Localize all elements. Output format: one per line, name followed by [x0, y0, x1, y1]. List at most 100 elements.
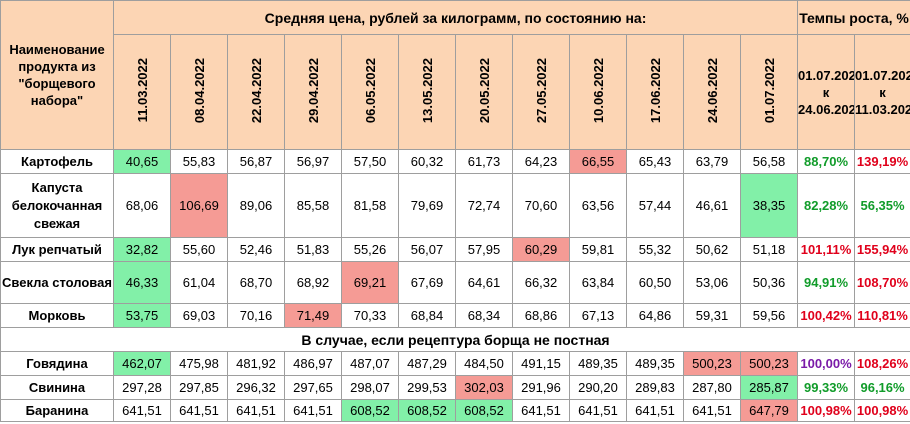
price-cell: 53,75	[113, 303, 171, 328]
price-cell: 68,06	[113, 173, 171, 238]
price-cell: 69,21	[341, 261, 399, 304]
vegetable-rows: Картофель 40,65 55,83 56,87 56,97 57,50 60,32 6…	[0, 149, 910, 328]
price-cell: 79,69	[398, 173, 456, 238]
table-row: Свинина 297,28 297,85 296,32 297,65 298,07 299…	[0, 375, 910, 400]
price-cell: 487,29	[398, 351, 456, 376]
price-cell: 608,52	[455, 399, 513, 422]
date-header: 22.04.2022	[227, 34, 285, 150]
growth-rate-cell: 100,98%	[854, 399, 910, 422]
growth-period-header: 01.07.2022 к 11.03.2022	[854, 34, 910, 150]
date-header: 01.07.2022	[739, 34, 799, 150]
product-name: Свекла столовая	[0, 261, 114, 304]
table-row: Морковь 53,75 69,03 70,16 71,49 70,33 68,84 68,…	[0, 303, 910, 328]
section-divider: В случае, если рецептура борща не постна…	[0, 327, 910, 352]
price-cell: 51,18	[739, 237, 799, 262]
price-cell: 489,35	[626, 351, 684, 376]
price-cell: 55,26	[341, 237, 399, 262]
price-cell: 59,31	[683, 303, 741, 328]
price-cell: 70,16	[227, 303, 285, 328]
price-cell: 60,32	[398, 149, 456, 174]
growth-rate-cell: 100,42%	[797, 303, 856, 328]
growth-rate-cell: 110,81%	[854, 303, 910, 328]
price-cell: 60,29	[512, 237, 570, 262]
price-cell: 55,32	[626, 237, 684, 262]
price-cell: 55,60	[170, 237, 228, 262]
price-cell: 46,33	[113, 261, 171, 304]
price-cell: 297,65	[284, 375, 342, 400]
price-cell: 289,83	[626, 375, 684, 400]
price-cell: 290,20	[569, 375, 627, 400]
price-cell: 40,65	[113, 149, 171, 174]
price-cell: 487,07	[341, 351, 399, 376]
growth-rate-cell: 82,28%	[797, 173, 856, 238]
price-cell: 489,35	[569, 351, 627, 376]
price-cell: 462,07	[113, 351, 171, 376]
price-cell: 61,04	[170, 261, 228, 304]
price-cell: 296,32	[227, 375, 285, 400]
price-cell: 50,62	[683, 237, 741, 262]
price-cell: 500,23	[739, 351, 799, 376]
date-header: 17.06.2022	[626, 34, 684, 150]
price-cell: 641,51	[113, 399, 171, 422]
price-cell: 89,06	[227, 173, 285, 238]
price-cell: 55,83	[170, 149, 228, 174]
price-cell: 63,84	[569, 261, 627, 304]
date-header: 11.03.2022	[113, 34, 171, 150]
price-cell: 68,34	[455, 303, 513, 328]
price-cell: 57,95	[455, 237, 513, 262]
price-cell: 608,52	[341, 399, 399, 422]
meat-rows: Говядина 462,07 475,98 481,92 486,97 487,07 48…	[0, 351, 910, 422]
table-row: Баранина 641,51 641,51 641,51 641,51 608,52 60…	[0, 399, 910, 422]
product-name: Говядина	[0, 351, 114, 376]
price-cell: 641,51	[569, 399, 627, 422]
date-header: 10.06.2022	[569, 34, 627, 150]
growth-rate-cell: 94,91%	[797, 261, 856, 304]
price-cell: 608,52	[398, 399, 456, 422]
price-cell: 59,56	[739, 303, 799, 328]
price-cell: 64,23	[512, 149, 570, 174]
price-cell: 64,61	[455, 261, 513, 304]
product-name: Капуста белокочанная свежая	[0, 173, 114, 238]
price-cell: 52,46	[227, 237, 285, 262]
product-name: Баранина	[0, 399, 114, 422]
table-row: Капуста белокочанная свежая 68,06 106,69 89…	[0, 173, 910, 238]
growth-period-header: 01.07.2022 к 24.06.2022	[797, 34, 856, 150]
price-cell: 68,70	[227, 261, 285, 304]
price-cell: 32,82	[113, 237, 171, 262]
price-cell: 65,43	[626, 149, 684, 174]
product-name: Лук репчатый	[0, 237, 114, 262]
price-cell: 66,32	[512, 261, 570, 304]
table-row: Лук репчатый 32,82 55,60 52,46 51,83 55,26 56,…	[0, 237, 910, 262]
date-header: 29.04.2022	[284, 34, 342, 150]
price-cell: 60,50	[626, 261, 684, 304]
price-cell: 641,51	[512, 399, 570, 422]
price-cell: 67,69	[398, 261, 456, 304]
price-cell: 302,03	[455, 375, 513, 400]
price-cell: 53,06	[683, 261, 741, 304]
price-cell: 299,53	[398, 375, 456, 400]
date-header: 13.05.2022	[398, 34, 456, 150]
price-cell: 641,51	[227, 399, 285, 422]
date-header: 08.04.2022	[170, 34, 228, 150]
price-cell: 481,92	[227, 351, 285, 376]
price-cell: 57,50	[341, 149, 399, 174]
table-row: Свекла столовая 46,33 61,04 68,70 68,92 69,21…	[0, 261, 910, 304]
product-name-header: Наименование продукта из "борщевого набо…	[0, 0, 114, 150]
date-header: 27.05.2022	[512, 34, 570, 150]
date-header: 06.05.2022	[341, 34, 399, 150]
price-cell: 486,97	[284, 351, 342, 376]
price-cell: 56,07	[398, 237, 456, 262]
price-cell: 285,87	[739, 375, 799, 400]
price-cell: 475,98	[170, 351, 228, 376]
price-cell: 500,23	[683, 351, 741, 376]
growth-rate-cell: 100,00%	[797, 351, 856, 376]
price-cell: 287,80	[683, 375, 741, 400]
price-cell: 63,56	[569, 173, 627, 238]
price-cell: 71,49	[284, 303, 342, 328]
price-cell: 46,61	[683, 173, 741, 238]
price-cell: 70,60	[512, 173, 570, 238]
price-cell: 59,81	[569, 237, 627, 262]
price-cell: 297,85	[170, 375, 228, 400]
price-cell: 85,58	[284, 173, 342, 238]
